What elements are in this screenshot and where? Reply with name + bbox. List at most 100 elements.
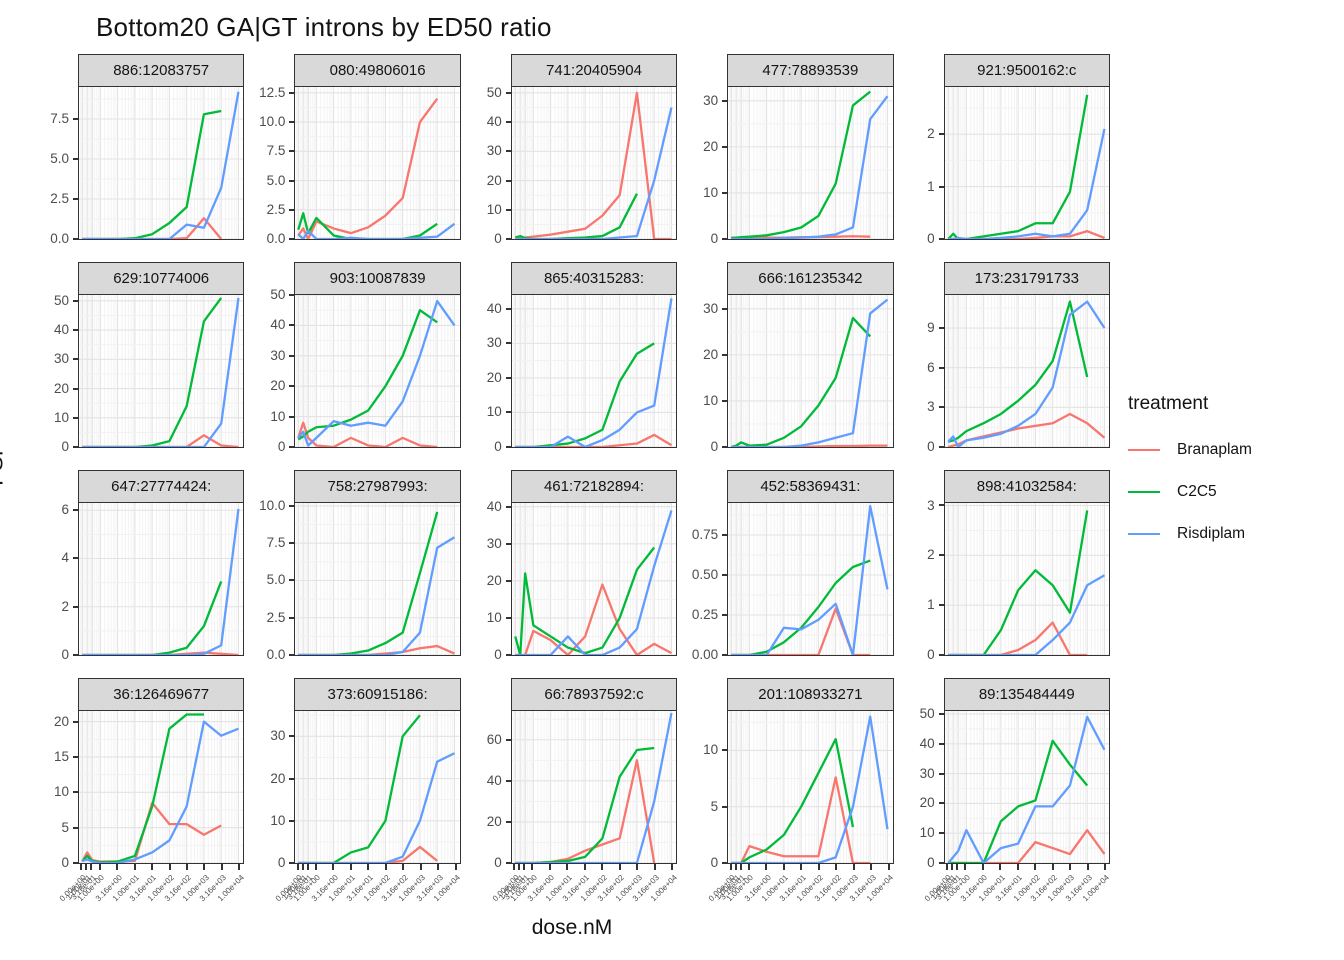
y-tick-mark xyxy=(938,238,944,240)
x-tick-mark xyxy=(133,864,136,870)
facet-main: 89:135484449 0.00e+00 1.00e-01 3.16e-01 1.00… xyxy=(923,678,1111,920)
y-tick-label: 0.0 xyxy=(50,231,69,246)
series-line-risdiplam xyxy=(948,575,1104,655)
y-axis: 0 10 20 30 xyxy=(683,87,728,246)
facet-panel: 0 10 20 30 373:60915186: 0.00e+00 1.00e-01 3.16… xyxy=(250,678,462,920)
y-tick-label: 0.0 xyxy=(266,647,286,662)
facet-strip: 36:126469677 xyxy=(78,678,245,711)
facet-strip: 201:108933271 xyxy=(727,678,894,711)
y-axis: 0 10 20 30 40 50 xyxy=(34,293,78,454)
y-tick-mark xyxy=(722,654,728,656)
plot-area xyxy=(294,295,461,448)
y-tick-label: 20 xyxy=(486,369,502,385)
facet-panel: 0 10 20 30 666:161235342 xyxy=(683,262,894,454)
x-tick-mark xyxy=(734,864,737,870)
y-tick-mark xyxy=(938,504,944,507)
plot-area xyxy=(727,295,894,448)
facet-panel: 0.0 2.5 5.0 7.5 10.0 758:27987993: xyxy=(250,470,461,662)
facet-main: 477:78893539 xyxy=(727,54,894,240)
x-tick-mark xyxy=(870,864,873,870)
x-tick-mark xyxy=(1103,864,1106,870)
plot-area xyxy=(78,503,245,656)
y-tick-mark xyxy=(722,99,728,102)
legend-title: treatment xyxy=(1128,393,1209,414)
y-axis: 0 10 20 30 40 50 xyxy=(467,85,511,246)
y-tick-mark xyxy=(722,862,728,864)
series-line-c2c5 xyxy=(82,581,221,655)
y-tick-mark xyxy=(722,353,728,356)
y-tick-mark xyxy=(289,579,295,582)
plot-area xyxy=(78,87,245,240)
y-tick-label: 40 xyxy=(486,114,502,130)
facet-strip: 173:231791733 xyxy=(943,262,1110,295)
chart-title: Bottom20 GA|GT introns by ED50 ratio xyxy=(96,12,552,42)
series-line-branaplam xyxy=(515,435,671,447)
plot-svg xyxy=(945,711,1109,863)
x-tick-mark xyxy=(671,864,674,870)
y-tick-mark xyxy=(289,208,295,211)
series-line-c2c5 xyxy=(299,715,421,863)
y-tick-mark xyxy=(938,742,944,745)
x-axis: 0.00e+00 1.00e-01 3.16e-01 1.00e+00 3.16e+00… xyxy=(58,864,246,920)
y-tick-mark xyxy=(722,574,728,576)
series-line-c2c5 xyxy=(299,310,438,439)
y-tick-label: 0.50 xyxy=(691,567,719,582)
y-tick-label: 6 xyxy=(61,502,69,518)
y-tick-mark xyxy=(73,654,78,656)
facet-strip: 758:27987993: xyxy=(294,470,461,503)
y-tick-mark xyxy=(505,376,511,379)
legend-key-line xyxy=(1128,449,1160,451)
y-tick-label: 2 xyxy=(61,598,69,614)
y-tick-label: 40 xyxy=(53,322,69,338)
y-tick-mark xyxy=(938,654,944,656)
series-line-risdiplam xyxy=(731,300,887,447)
y-tick-label: 9 xyxy=(927,320,935,336)
plot-area xyxy=(510,87,678,240)
x-axis: 0.00e+00 1.00e-01 3.16e-01 1.00e+00 3.16e+00… xyxy=(274,864,462,920)
x-tick-mark xyxy=(437,864,440,870)
y-tick-label: 30 xyxy=(703,92,719,108)
y-tick-mark xyxy=(73,605,78,608)
facet-strip: 373:60915186: xyxy=(294,678,461,711)
x-tick-mark xyxy=(523,864,526,870)
x-tick-mark xyxy=(981,864,984,870)
facet-panel: 0 10 20 30 40 50 629:10774006 xyxy=(34,262,245,454)
y-tick-label: 20 xyxy=(486,172,502,188)
x-tick-mark xyxy=(782,864,785,870)
y-axis: 0 5 10 xyxy=(683,711,728,870)
series-line-branaplam xyxy=(731,446,887,447)
y-tick-label: 2.5 xyxy=(50,191,69,206)
facet-panel: 0.0 2.5 5.0 7.5 10.0 12.5 080:49806016 xyxy=(250,54,461,246)
y-tick-mark xyxy=(722,446,728,448)
y-tick-mark xyxy=(73,118,78,120)
series-line-risdiplam xyxy=(948,717,1104,863)
y-tick-label: 0.0 xyxy=(266,231,286,246)
plot-area xyxy=(943,295,1110,448)
y-tick-mark xyxy=(505,542,511,545)
plot-svg xyxy=(79,503,243,655)
y-tick-mark xyxy=(73,416,78,419)
x-tick-mark xyxy=(729,864,732,870)
y-axis: 0 10 20 30 40 xyxy=(467,499,511,662)
x-tick-mark xyxy=(765,864,768,870)
y-tick-label: 0 xyxy=(61,647,69,662)
y-axis: 0 10 20 30 xyxy=(683,295,728,454)
y-axis: 0 2 4 6 xyxy=(34,502,78,662)
series-line-risdiplam xyxy=(515,713,671,863)
x-tick-mark xyxy=(402,864,405,870)
y-tick-mark xyxy=(289,504,295,507)
y-tick-mark xyxy=(289,616,295,619)
y-tick-mark xyxy=(505,307,511,310)
x-tick-mark xyxy=(548,864,551,870)
x-tick-mark xyxy=(887,864,890,870)
y-axis: 0.0 2.5 5.0 7.5 xyxy=(34,87,78,246)
legend-entry-label: Branaplam xyxy=(1177,441,1252,458)
y-axis: 0 1 2 3 xyxy=(900,498,944,662)
x-tick-mark xyxy=(85,864,88,870)
y-tick-label: 0 xyxy=(494,855,502,870)
y-tick-label: 5 xyxy=(710,798,719,814)
x-tick-mark xyxy=(618,864,621,870)
y-tick-mark xyxy=(505,150,511,153)
plot-area xyxy=(510,503,678,656)
y-tick-label: 7.5 xyxy=(266,143,286,159)
